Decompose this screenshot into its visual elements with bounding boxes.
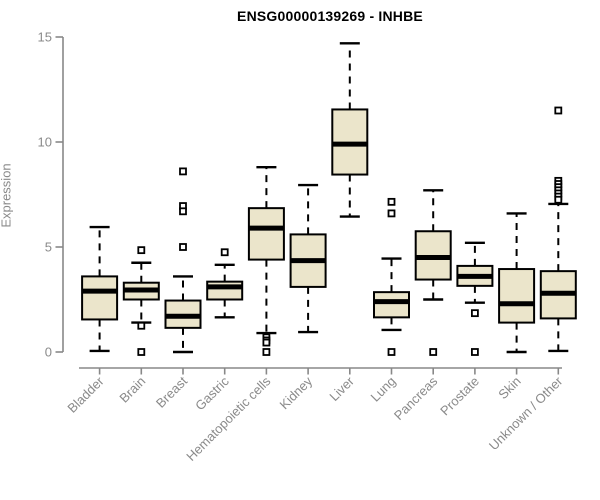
outlier-point [262, 348, 271, 356]
outlier-point [220, 248, 229, 257]
x-axis-category-label: Kidney [277, 373, 316, 412]
outlier-point [262, 338, 271, 347]
box [247, 207, 285, 261]
x-axis-category-label: Breast [153, 373, 190, 410]
box [81, 275, 119, 321]
x-axis-category-label: Unknown / Other [486, 373, 566, 453]
box [373, 291, 410, 319]
x-axis-category-label: Pancreas [391, 373, 441, 423]
y-axis-tick-label: 10 [38, 135, 52, 150]
outlier-point [179, 243, 187, 251]
outlier-point [429, 348, 438, 356]
outlier-point [470, 348, 479, 356]
outlier-point [179, 167, 187, 176]
x-axis-category-label: Bladder [64, 373, 107, 416]
outlier-point [179, 207, 187, 216]
y-axis-tick-label: 0 [45, 345, 52, 360]
outlier-point [554, 195, 563, 204]
y-axis-tick-label: 5 [45, 240, 52, 255]
x-axis-category-label: Skin [495, 374, 523, 402]
box [498, 268, 536, 324]
outlier-point [470, 309, 479, 318]
outlier-point [137, 348, 146, 356]
y-axis-tick-label: 15 [38, 30, 52, 45]
outlier-point [387, 348, 396, 356]
outlier-point [387, 209, 396, 218]
x-axis-category-label: Lung [368, 374, 399, 405]
outlier-point [554, 106, 563, 115]
box [206, 280, 244, 301]
outlier-point [387, 197, 396, 206]
x-axis-category-label: Liver [326, 373, 357, 404]
outlier-point [137, 246, 146, 255]
x-axis-category-label: Brain [116, 374, 148, 406]
x-axis-category-label: Gastric [192, 373, 232, 413]
x-axis-category-label: Prostate [437, 374, 482, 419]
outlier-point [137, 321, 146, 330]
chart-title: ENSG00000139269 - INHBE [237, 8, 423, 24]
